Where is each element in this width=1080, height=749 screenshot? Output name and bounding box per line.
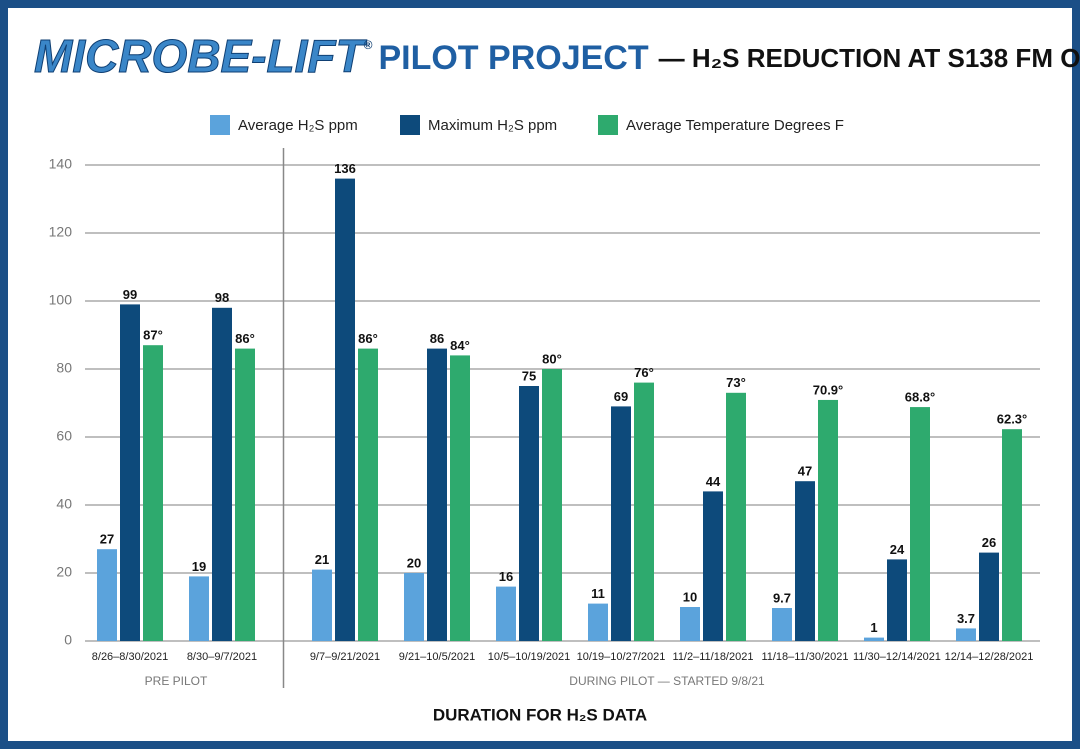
bar (956, 628, 976, 641)
y-tick-label: 60 (56, 428, 72, 444)
y-tick-label: 20 (56, 564, 72, 580)
value-label: 10 (683, 589, 697, 604)
legend-swatch (598, 115, 618, 135)
value-label: 80° (542, 351, 562, 366)
x-tick-label: 12/14–12/28/2021 (945, 651, 1034, 663)
bar (143, 345, 163, 641)
value-label: 69 (614, 389, 628, 404)
value-label: 87° (143, 328, 163, 343)
bar (97, 549, 117, 641)
bar (335, 178, 355, 641)
y-tick-label: 40 (56, 496, 72, 512)
value-label: 98 (215, 290, 229, 305)
y-tick-label: 140 (49, 156, 73, 172)
x-tick-label: 9/21–10/5/2021 (399, 651, 475, 663)
y-tick-label: 80 (56, 360, 72, 376)
bar (235, 348, 255, 641)
registered-mark: ® (364, 38, 373, 52)
y-tick-label: 100 (49, 292, 73, 308)
value-label: 76° (634, 365, 654, 380)
value-label: 75 (522, 368, 536, 383)
value-label: 21 (315, 552, 329, 567)
legend-swatch (400, 115, 420, 135)
bar (496, 586, 516, 641)
bar (818, 399, 838, 641)
value-label: 86° (235, 331, 255, 346)
value-label: 68.8° (905, 390, 936, 405)
bar (979, 552, 999, 641)
bar (864, 637, 884, 641)
bar (634, 382, 654, 641)
value-label: 3.7 (957, 611, 975, 626)
bar (703, 491, 723, 641)
value-label: 27 (100, 532, 114, 547)
bar (519, 386, 539, 641)
x-tick-label: 11/2–11/18/2021 (673, 651, 754, 663)
y-tick-label: 120 (49, 224, 73, 240)
value-label: 20 (407, 555, 421, 570)
value-label: 70.9° (813, 382, 844, 397)
x-tick-label: 11/30–12/14/2021 (853, 651, 941, 663)
value-label: 62.3° (997, 412, 1028, 427)
project: PILOT PROJECT (378, 39, 648, 77)
x-tick-label: 11/18–11/30/2021 (761, 651, 848, 663)
value-label: 86° (358, 331, 378, 346)
x-tick-label: 10/5–10/19/2021 (488, 651, 571, 663)
group-label: DURING PILOT — STARTED 9/8/21 (569, 674, 765, 688)
x-tick-label: 9/7–9/21/2021 (310, 651, 380, 663)
bar (427, 348, 447, 641)
x-axis-title: DURATION FOR H₂S DATA (433, 705, 647, 724)
bar (542, 369, 562, 641)
value-label: 99 (123, 287, 137, 302)
value-label: 84° (450, 338, 470, 353)
value-label: 86 (430, 331, 444, 346)
bar (887, 559, 907, 641)
chart-title: MICROBE-LIFT® PILOT PROJECT — H₂S REDUCTIO… (34, 30, 1080, 82)
bar (910, 407, 930, 641)
brand: MICROBE-LIFT (34, 30, 368, 82)
value-label: 24 (890, 542, 905, 557)
y-tick-label: 0 (64, 632, 72, 648)
bar (795, 481, 815, 641)
bar (212, 307, 232, 641)
bar (404, 573, 424, 641)
value-label: 73° (726, 375, 746, 390)
bar (1002, 429, 1022, 641)
x-tick-label: 10/19–10/27/2021 (577, 651, 666, 663)
value-label: 44 (706, 474, 721, 489)
value-label: 9.7 (773, 590, 791, 605)
legend-label: Average H₂S ppm (238, 117, 358, 134)
value-label: 47 (798, 464, 812, 479)
bar (312, 569, 332, 641)
legend-label: Average Temperature Degrees F (626, 117, 844, 134)
value-label: 1 (870, 620, 877, 635)
title-text: — H₂S REDUCTION AT S138 FM OUTFALL MH (659, 43, 1080, 73)
bar (450, 355, 470, 641)
value-label: 136 (334, 161, 356, 176)
x-tick-label: 8/30–9/7/2021 (187, 651, 257, 663)
legend-label: Maximum H₂S ppm (428, 117, 557, 134)
bar (358, 348, 378, 641)
bar (680, 607, 700, 641)
bar (611, 406, 631, 641)
value-label: 16 (499, 569, 513, 584)
x-tick-label: 8/26–8/30/2021 (92, 651, 168, 663)
value-label: 19 (192, 559, 206, 574)
bar (120, 304, 140, 641)
bar (772, 608, 792, 641)
legend-swatch (210, 115, 230, 135)
bar (726, 392, 746, 641)
group-label: PRE PILOT (145, 674, 208, 688)
bar (189, 576, 209, 641)
value-label: 26 (982, 535, 996, 550)
bar (588, 603, 608, 641)
value-label: 11 (591, 586, 605, 601)
